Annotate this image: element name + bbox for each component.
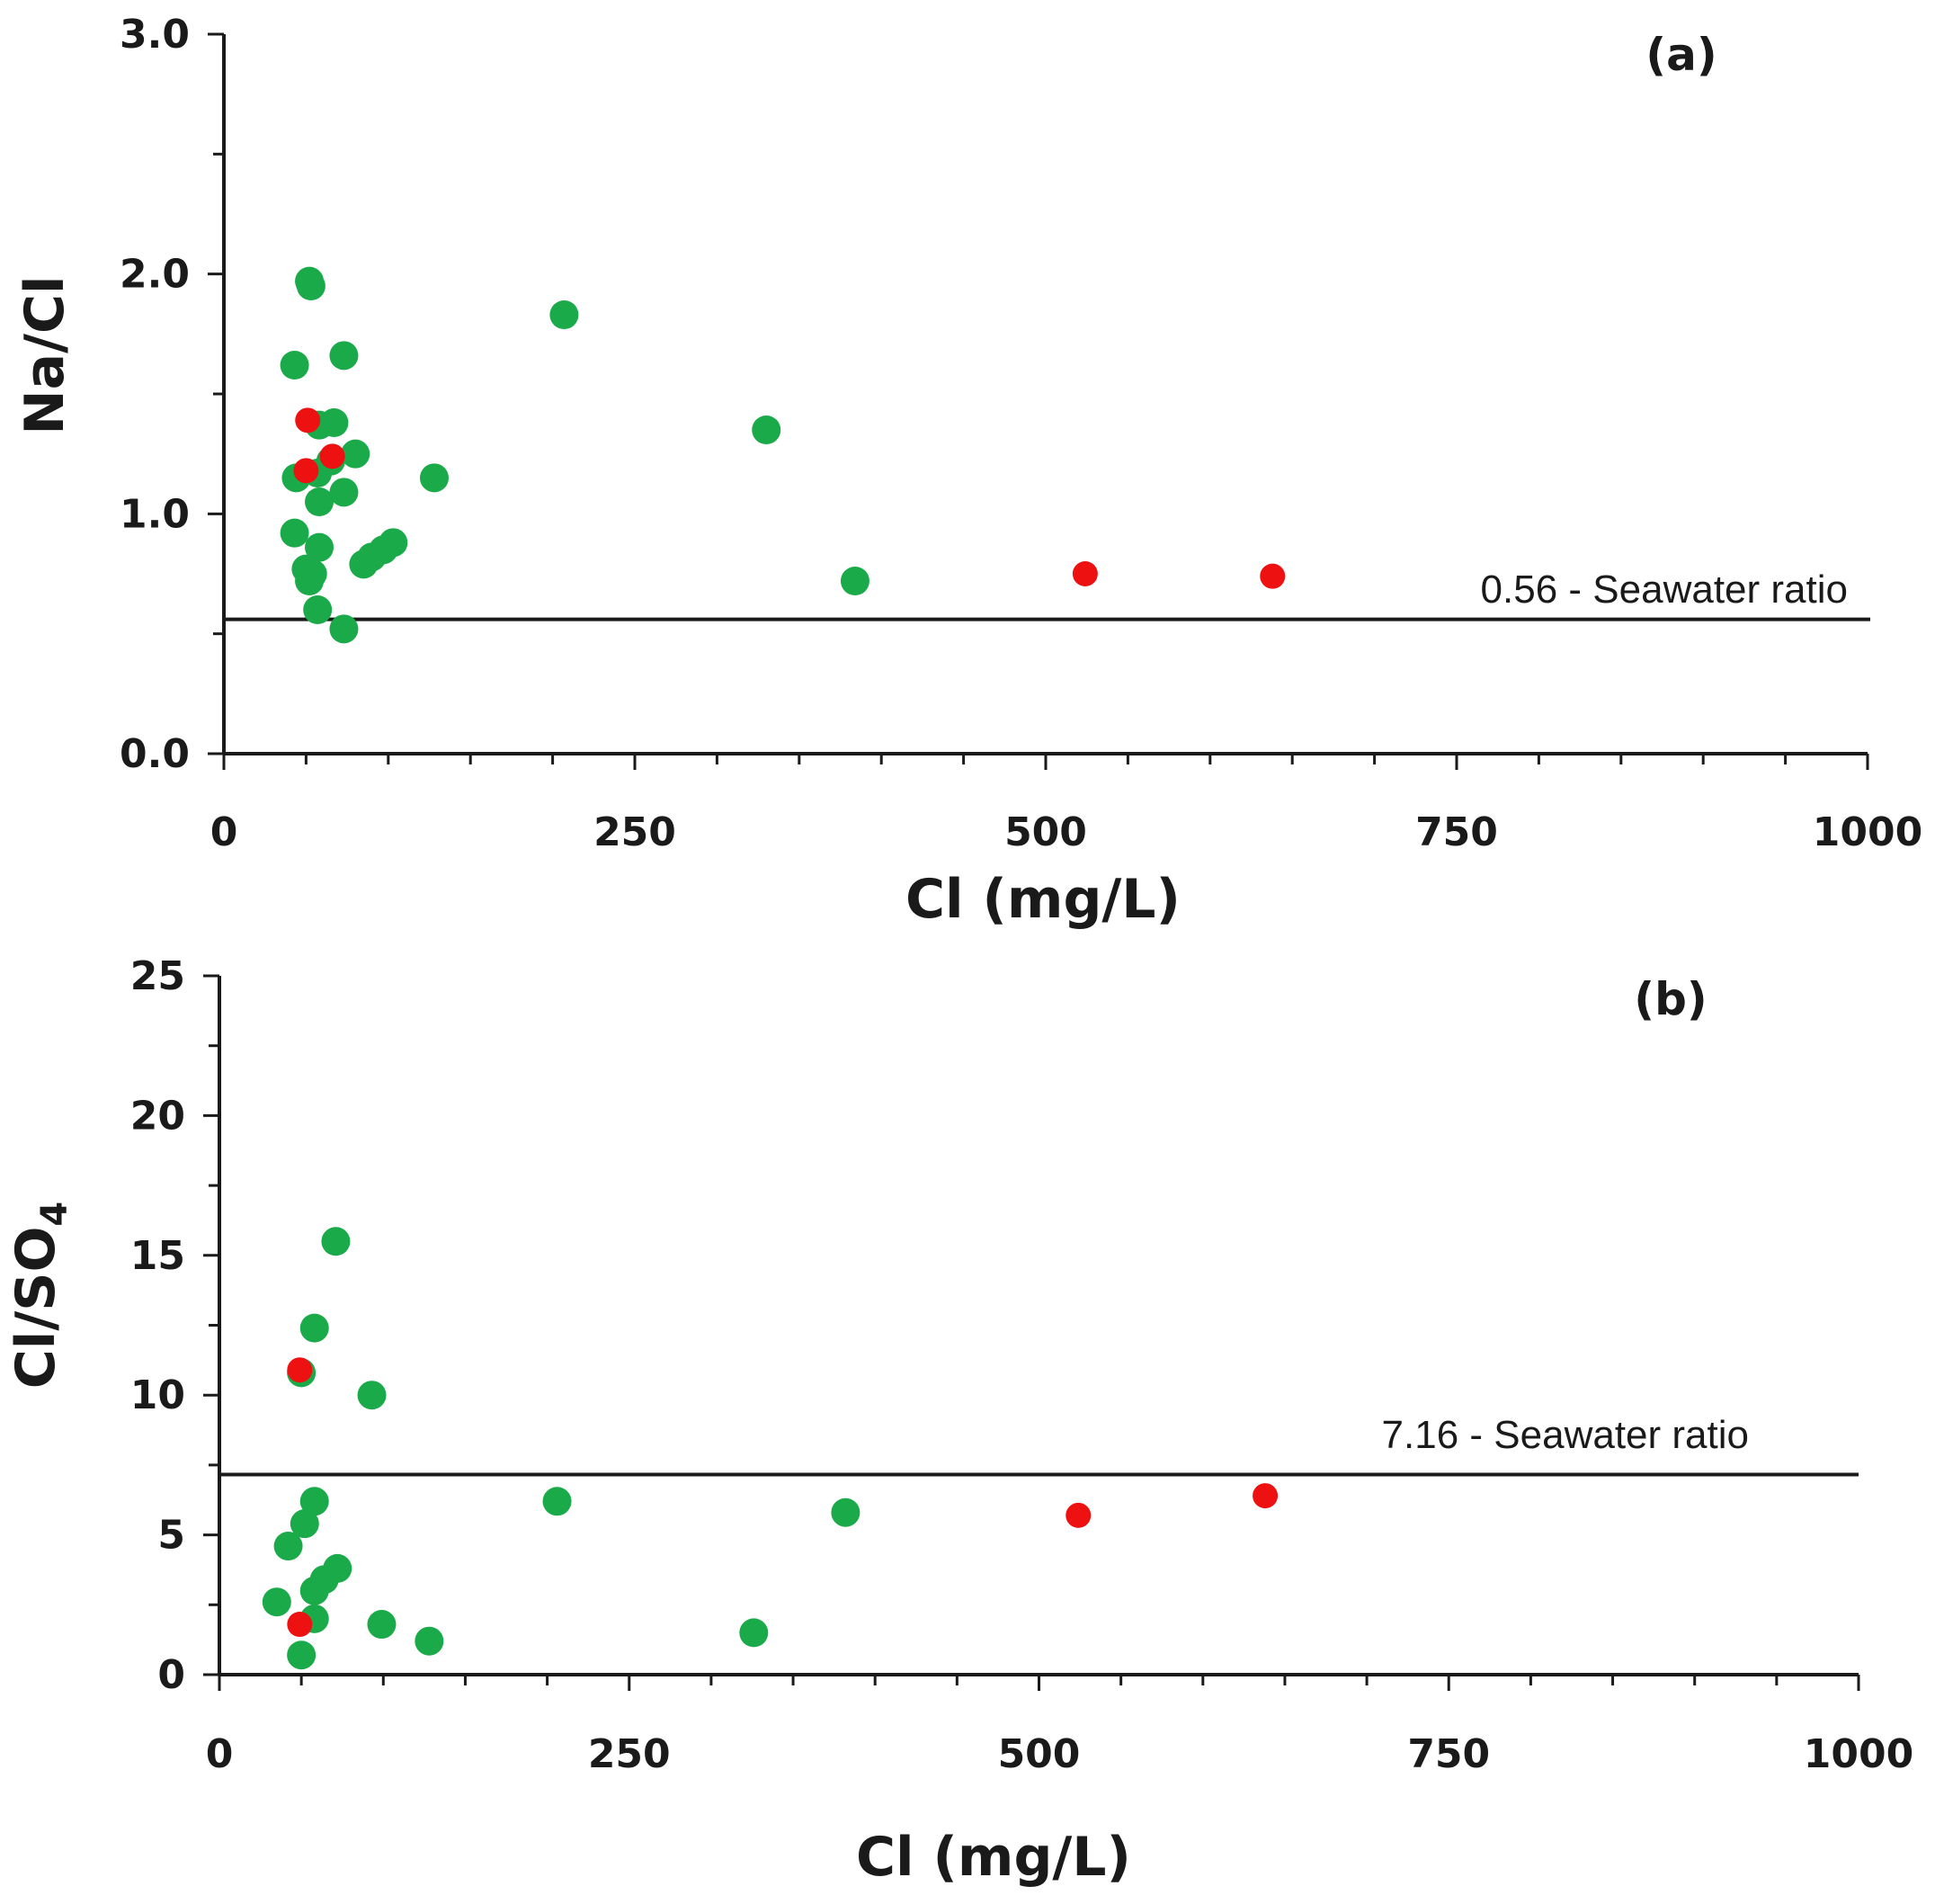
- x-tick-labels-b: 0 250 500 750 1000: [206, 1731, 1914, 1777]
- data-point-green: [305, 532, 334, 562]
- axes-a: [222, 34, 1868, 755]
- x-tick-label: 500: [998, 1731, 1081, 1777]
- data-point-green: [549, 300, 579, 329]
- data-point-green: [295, 567, 325, 595]
- y-tick-label: 10: [130, 1372, 185, 1418]
- y-tick-label: 0.0: [120, 731, 190, 777]
- data-point-green: [305, 487, 334, 516]
- data-point-green: [280, 518, 309, 548]
- data-point-green: [329, 341, 359, 371]
- x-tick-label: 1000: [1813, 809, 1922, 855]
- data-point-green: [415, 1626, 444, 1656]
- data-point-green: [831, 1497, 860, 1527]
- data-point-red: [287, 1612, 313, 1638]
- y-axis-title-b-subscript: 4: [34, 1202, 76, 1227]
- y-axis-title-b: Cl/SO4: [4, 1202, 76, 1390]
- y-axis-title-a: Na/Cl: [13, 275, 76, 434]
- y-axis-title-b-main: Cl/SO: [4, 1227, 67, 1390]
- data-points-a: [280, 266, 1286, 644]
- y-tick-label: 0: [157, 1652, 185, 1698]
- minor-ticks-b: [203, 974, 1860, 1691]
- data-point-red: [293, 458, 319, 484]
- data-points-b: [262, 1227, 1279, 1670]
- data-point-green: [752, 416, 781, 444]
- data-point-red: [287, 1357, 313, 1383]
- y-tick-labels-b: 0 5 10 15 20 25: [130, 953, 185, 1698]
- data-point-green: [329, 614, 359, 644]
- panel-label-a: (a): [1645, 29, 1717, 81]
- axes-b: [218, 976, 1859, 1676]
- x-tick-label: 0: [206, 1731, 234, 1777]
- data-point-red: [319, 443, 345, 469]
- data-point-green: [287, 1640, 317, 1670]
- x-tick-label: 1000: [1804, 1731, 1913, 1777]
- panel-label-b: (b): [1634, 973, 1708, 1025]
- data-point-green: [840, 567, 869, 595]
- data-point-green: [349, 550, 379, 579]
- data-point-green: [341, 439, 370, 469]
- data-point-green: [296, 272, 325, 300]
- data-point-green: [329, 478, 359, 507]
- data-point-green: [542, 1487, 572, 1516]
- data-point-red: [295, 407, 321, 434]
- data-point-green: [299, 1313, 329, 1343]
- data-point-green: [367, 1610, 397, 1640]
- data-point-red: [1260, 563, 1286, 589]
- data-point-green: [299, 1576, 329, 1605]
- x-axis-title-a: Cl (mg/L): [905, 868, 1181, 931]
- data-point-green: [262, 1587, 291, 1617]
- data-point-green: [419, 463, 449, 493]
- data-point-green: [273, 1532, 303, 1561]
- x-axis-title-b: Cl (mg/L): [856, 1826, 1131, 1889]
- x-tick-labels-a: 0 250 500 750 1000: [210, 809, 1923, 855]
- y-tick-label: 1.0: [120, 491, 190, 537]
- y-tick-label: 20: [130, 1093, 185, 1139]
- x-tick-label: 750: [1407, 1731, 1490, 1777]
- data-point-red: [1072, 561, 1098, 586]
- x-tick-label: 750: [1415, 809, 1498, 855]
- y-tick-label: 2.0: [120, 252, 190, 298]
- y-tick-label: 3.0: [120, 12, 190, 58]
- seawater-ratio-label-a: 0.56 - Seawater ratio: [1481, 568, 1848, 612]
- data-point-green: [739, 1618, 769, 1648]
- x-tick-label: 250: [593, 809, 676, 855]
- seawater-ratio-label-b: 7.16 - Seawater ratio: [1382, 1413, 1749, 1457]
- data-point-green: [321, 1227, 351, 1256]
- data-point-green: [290, 1509, 319, 1539]
- data-point-red: [1253, 1483, 1279, 1509]
- y-tick-label: 5: [157, 1513, 185, 1559]
- data-point-green: [303, 595, 333, 624]
- x-tick-label: 0: [210, 809, 238, 855]
- data-point-green: [280, 351, 309, 380]
- y-tick-label: 15: [130, 1233, 185, 1279]
- data-point-green: [299, 1487, 329, 1516]
- chart-panel-a: 0.56 - Seawater ratio 0 250 500 750 1000 0.0…: [13, 12, 1922, 931]
- data-point-red: [1066, 1502, 1092, 1528]
- y-tick-label: 25: [130, 953, 185, 999]
- minor-ticks-a: [208, 32, 1869, 770]
- chart-panel-b: 7.16 - Seawater ratio 0 250 500 750 1000 0 5 1…: [4, 953, 1913, 1889]
- y-tick-labels-a: 0.0 1.0 2.0 3.0: [120, 12, 190, 777]
- data-point-green: [357, 1381, 387, 1410]
- x-tick-label: 500: [1004, 809, 1087, 855]
- x-tick-label: 250: [588, 1731, 671, 1777]
